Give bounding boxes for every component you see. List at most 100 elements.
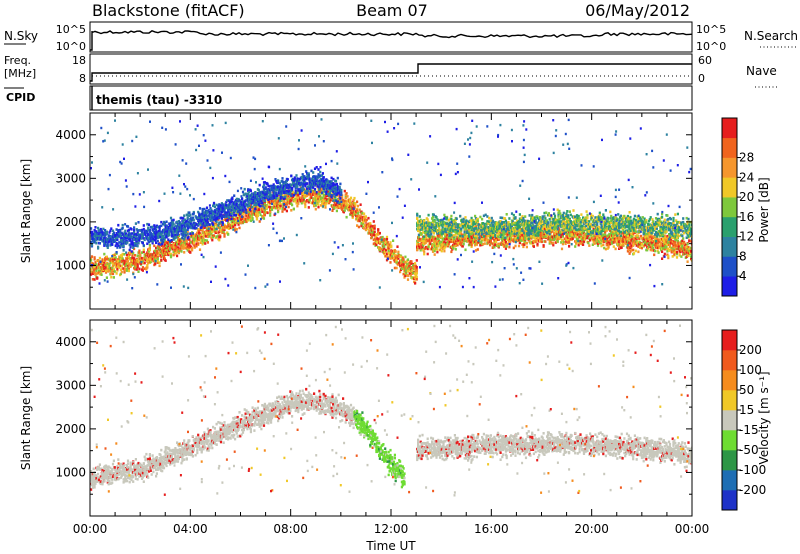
range-cell xyxy=(479,234,482,238)
range-cell xyxy=(163,243,166,247)
range-cell xyxy=(237,203,240,207)
range-cell xyxy=(383,245,386,248)
range-cell xyxy=(321,172,324,175)
range-cell xyxy=(228,207,231,211)
range-cell xyxy=(99,233,102,236)
range-cell xyxy=(92,267,95,271)
range-cell xyxy=(517,244,521,248)
range-cell xyxy=(381,235,384,239)
range-cell xyxy=(188,246,191,249)
range-cell xyxy=(487,241,490,244)
nsearch-tick-low: 10^0 xyxy=(696,40,726,53)
range-cell xyxy=(124,268,127,272)
range-cell xyxy=(470,245,473,248)
range-cell xyxy=(262,217,266,220)
range-cell xyxy=(219,226,222,229)
range-cell xyxy=(193,246,196,249)
range-cell xyxy=(291,187,294,190)
range-cell xyxy=(165,251,168,254)
range-cell xyxy=(123,262,126,266)
range-cell xyxy=(372,238,375,242)
range-cell xyxy=(506,242,509,246)
range-cell xyxy=(308,177,311,180)
range-cell xyxy=(349,199,352,202)
range-cell xyxy=(181,241,184,245)
range-cell xyxy=(364,228,367,232)
range-cell xyxy=(567,238,570,242)
range-cell xyxy=(403,276,406,279)
range-cell xyxy=(146,236,149,239)
range-cell xyxy=(304,205,307,209)
range-cell xyxy=(372,220,375,223)
range-cell xyxy=(274,178,277,181)
range-cell xyxy=(328,200,331,203)
range-cell xyxy=(174,250,177,253)
range-cell xyxy=(479,243,482,247)
range-cell xyxy=(286,192,289,195)
range-cell xyxy=(291,195,295,198)
range-cell xyxy=(108,239,111,243)
range-cell xyxy=(406,278,410,281)
range-cell xyxy=(93,278,96,281)
range-cell xyxy=(333,192,336,195)
range-cell xyxy=(364,215,367,218)
range-cell xyxy=(165,252,168,256)
range-cell xyxy=(517,238,521,241)
range-cell xyxy=(163,239,166,243)
range-cell xyxy=(200,214,203,218)
range-cell xyxy=(133,226,136,229)
range-cell xyxy=(134,222,137,225)
range-cell xyxy=(441,237,444,241)
range-cell xyxy=(95,241,98,245)
range-cell xyxy=(117,223,120,227)
range-cell xyxy=(318,198,321,202)
range-cell xyxy=(249,209,252,213)
range-cell xyxy=(382,241,385,244)
range-cell xyxy=(373,230,376,234)
range-cell xyxy=(262,185,265,189)
range-cell xyxy=(123,238,126,241)
range-cell xyxy=(143,261,146,265)
range-cell xyxy=(114,244,117,248)
range-cell xyxy=(415,269,418,273)
range-cell xyxy=(242,201,245,205)
range-cell xyxy=(254,207,257,210)
range-cell xyxy=(201,207,204,211)
range-cell xyxy=(342,199,345,202)
range-cell xyxy=(220,217,223,220)
range-cell xyxy=(207,209,210,212)
range-cell xyxy=(344,206,347,210)
range-cell xyxy=(286,200,289,204)
range-cell xyxy=(356,224,359,227)
range-cell xyxy=(120,231,123,235)
range-cell xyxy=(349,207,353,211)
range-cell xyxy=(117,244,120,247)
range-cell xyxy=(317,173,320,176)
range-cell xyxy=(502,236,505,240)
range-cell xyxy=(314,207,317,211)
range-cell xyxy=(405,268,408,271)
range-cell xyxy=(235,202,238,206)
range-cell xyxy=(306,199,309,203)
range-cell xyxy=(385,235,389,239)
range-cell xyxy=(351,201,354,205)
range-cell xyxy=(112,268,115,271)
range-cell xyxy=(208,230,211,234)
range-cell xyxy=(359,203,362,206)
range-cell xyxy=(349,196,353,200)
range-cell xyxy=(454,248,457,251)
range-cell xyxy=(383,239,386,242)
range-cell xyxy=(239,212,242,216)
range-cell xyxy=(95,263,98,266)
range-cell xyxy=(126,241,129,244)
range-cell xyxy=(149,260,152,264)
range-cell xyxy=(208,223,211,226)
range-cell xyxy=(244,202,247,206)
range-cell xyxy=(191,246,194,250)
range-cell xyxy=(148,234,151,237)
range-cell xyxy=(134,235,137,238)
range-cell xyxy=(122,249,125,252)
range-cell xyxy=(474,225,478,228)
range-cell xyxy=(339,197,342,200)
range-cell xyxy=(210,236,213,240)
